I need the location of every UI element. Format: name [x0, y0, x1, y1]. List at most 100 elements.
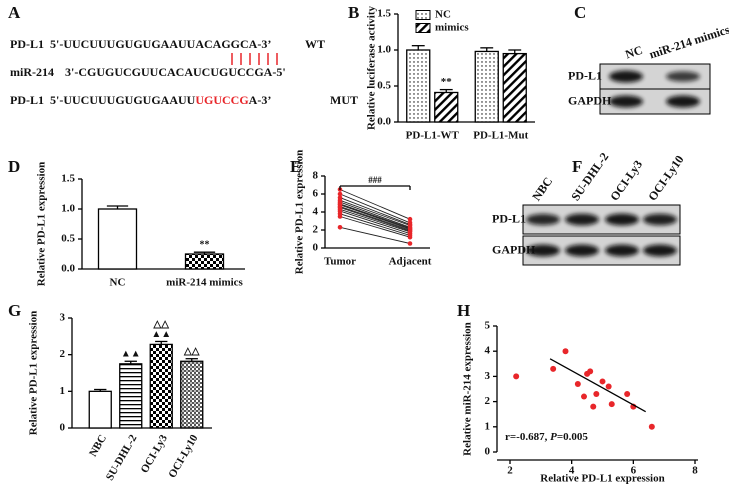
stat-part: =0.005	[557, 430, 589, 442]
panel-label: E	[290, 157, 301, 176]
pair-line	[339, 204, 411, 230]
x-tick-label: 2	[507, 465, 513, 477]
blot-band	[666, 71, 700, 82]
y-tick-label: 6	[313, 188, 319, 200]
point	[574, 380, 581, 387]
pair-line	[339, 213, 411, 236]
x-tick-label: NBC	[87, 433, 109, 459]
point	[337, 214, 343, 219]
point	[513, 373, 520, 380]
blot-band	[609, 95, 643, 108]
x-tick-label: 4	[569, 465, 575, 477]
blot-band	[526, 213, 560, 226]
y-tick-label: 0.0	[377, 116, 391, 128]
pair-line	[339, 199, 411, 226]
y-tick-label: 2	[60, 348, 66, 360]
bar	[434, 91, 459, 123]
pair-line	[339, 201, 411, 228]
y-axis-label: Relative PD-L1 expression	[28, 311, 40, 435]
point	[407, 234, 413, 240]
significance-mark: △△	[153, 319, 170, 330]
x-tick-label: PD-L1-WT	[406, 130, 460, 142]
bar	[119, 363, 143, 429]
row-label: PD-L1	[568, 68, 602, 82]
point	[587, 368, 594, 375]
legend-swatch	[415, 23, 431, 33]
x-axis-label: Relative PD-L1 expression	[540, 473, 664, 485]
y-tick-label: 1.0	[377, 44, 391, 56]
x-tick-label: 8	[692, 465, 698, 477]
error-bar	[508, 49, 522, 54]
blot-band	[666, 95, 700, 108]
panel-label: A	[8, 3, 21, 22]
sequence-tag: WT	[305, 37, 325, 51]
legend-swatch	[415, 10, 431, 20]
y-tick-label: 4	[313, 206, 319, 218]
blot-band	[609, 70, 643, 83]
blot-band	[565, 244, 599, 257]
pair-line	[339, 189, 411, 220]
y-axis-label: Relative PD-L1 expression	[294, 150, 306, 274]
y-tick-label: 0.0	[61, 263, 75, 275]
pair-line	[339, 203, 411, 229]
pair-line	[339, 207, 411, 232]
point	[337, 225, 343, 230]
y-tick-label: 1	[60, 385, 66, 397]
error-bar	[411, 45, 425, 50]
bar	[180, 360, 204, 429]
error-bar	[94, 388, 107, 392]
significance-mark: **	[200, 239, 210, 250]
sequence-part: 3'-CGUGUCGUUCACAUCUGUCCGA-5'	[65, 65, 286, 79]
y-tick-label: 2	[485, 395, 491, 407]
bar	[406, 49, 431, 123]
pair-line	[339, 208, 411, 233]
lane-label: OCI-Ly3	[607, 158, 645, 204]
x-tick-label: Tumor	[324, 256, 356, 268]
point	[608, 401, 615, 408]
error-bar	[480, 47, 494, 52]
significance-mark: ▲▲	[151, 329, 171, 340]
y-tick-label: 1.5	[377, 8, 391, 20]
pair-line	[339, 226, 411, 244]
blot-band	[643, 244, 677, 257]
bar	[88, 390, 112, 429]
y-tick-label: 3	[485, 370, 491, 382]
pair-line	[339, 210, 411, 235]
point	[562, 348, 569, 355]
bar	[184, 253, 225, 270]
bar	[502, 52, 527, 123]
error-bar	[193, 251, 216, 254]
blot-band	[605, 244, 639, 257]
bar	[97, 208, 138, 270]
y-tick-label: 8	[313, 170, 319, 182]
blot-band	[526, 244, 560, 257]
sequence: 5'-UUCUUUGUGUGAAUUACAGGCA-3’	[50, 37, 271, 51]
pair-line	[339, 206, 411, 231]
lane-label: NBC	[529, 175, 555, 204]
x-tick-label: SU-DHL-2	[104, 432, 140, 482]
x-tick-label: Adjacent	[389, 256, 432, 268]
x-tick-label: NC	[110, 277, 126, 289]
point	[593, 391, 600, 398]
sequence-part: 5'-UUCUUUGUGUGAAUU	[50, 93, 196, 107]
y-axis-label: Relative miR-214 expression	[462, 322, 474, 456]
significance-mark: **	[441, 76, 453, 88]
y-tick-label: 1.0	[61, 203, 75, 215]
pair-line	[339, 216, 411, 238]
x-tick-label: 6	[631, 465, 637, 477]
lane-label: OCI-Ly10	[645, 153, 686, 204]
bar	[474, 50, 499, 123]
gene-name: PD-L1	[10, 37, 44, 51]
point	[648, 423, 655, 430]
row-label: GAPDH	[492, 242, 536, 256]
error-bar	[185, 358, 198, 362]
panel-label: G	[8, 301, 21, 320]
y-tick-label: 1.5	[61, 173, 75, 185]
error-bar	[155, 340, 168, 345]
y-axis-label: Relative PD-L1 expression	[36, 162, 48, 286]
point	[624, 391, 631, 398]
bar	[149, 343, 173, 429]
error-bar	[124, 360, 137, 364]
legend-label: mimics	[435, 22, 469, 34]
